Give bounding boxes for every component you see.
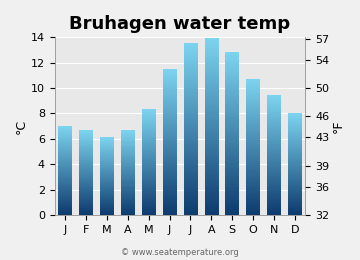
Y-axis label: °C: °C — [15, 119, 28, 134]
Text: © www.seatemperature.org: © www.seatemperature.org — [121, 248, 239, 257]
Title: Bruhagen water temp: Bruhagen water temp — [69, 15, 291, 33]
Y-axis label: °F: °F — [332, 119, 345, 133]
